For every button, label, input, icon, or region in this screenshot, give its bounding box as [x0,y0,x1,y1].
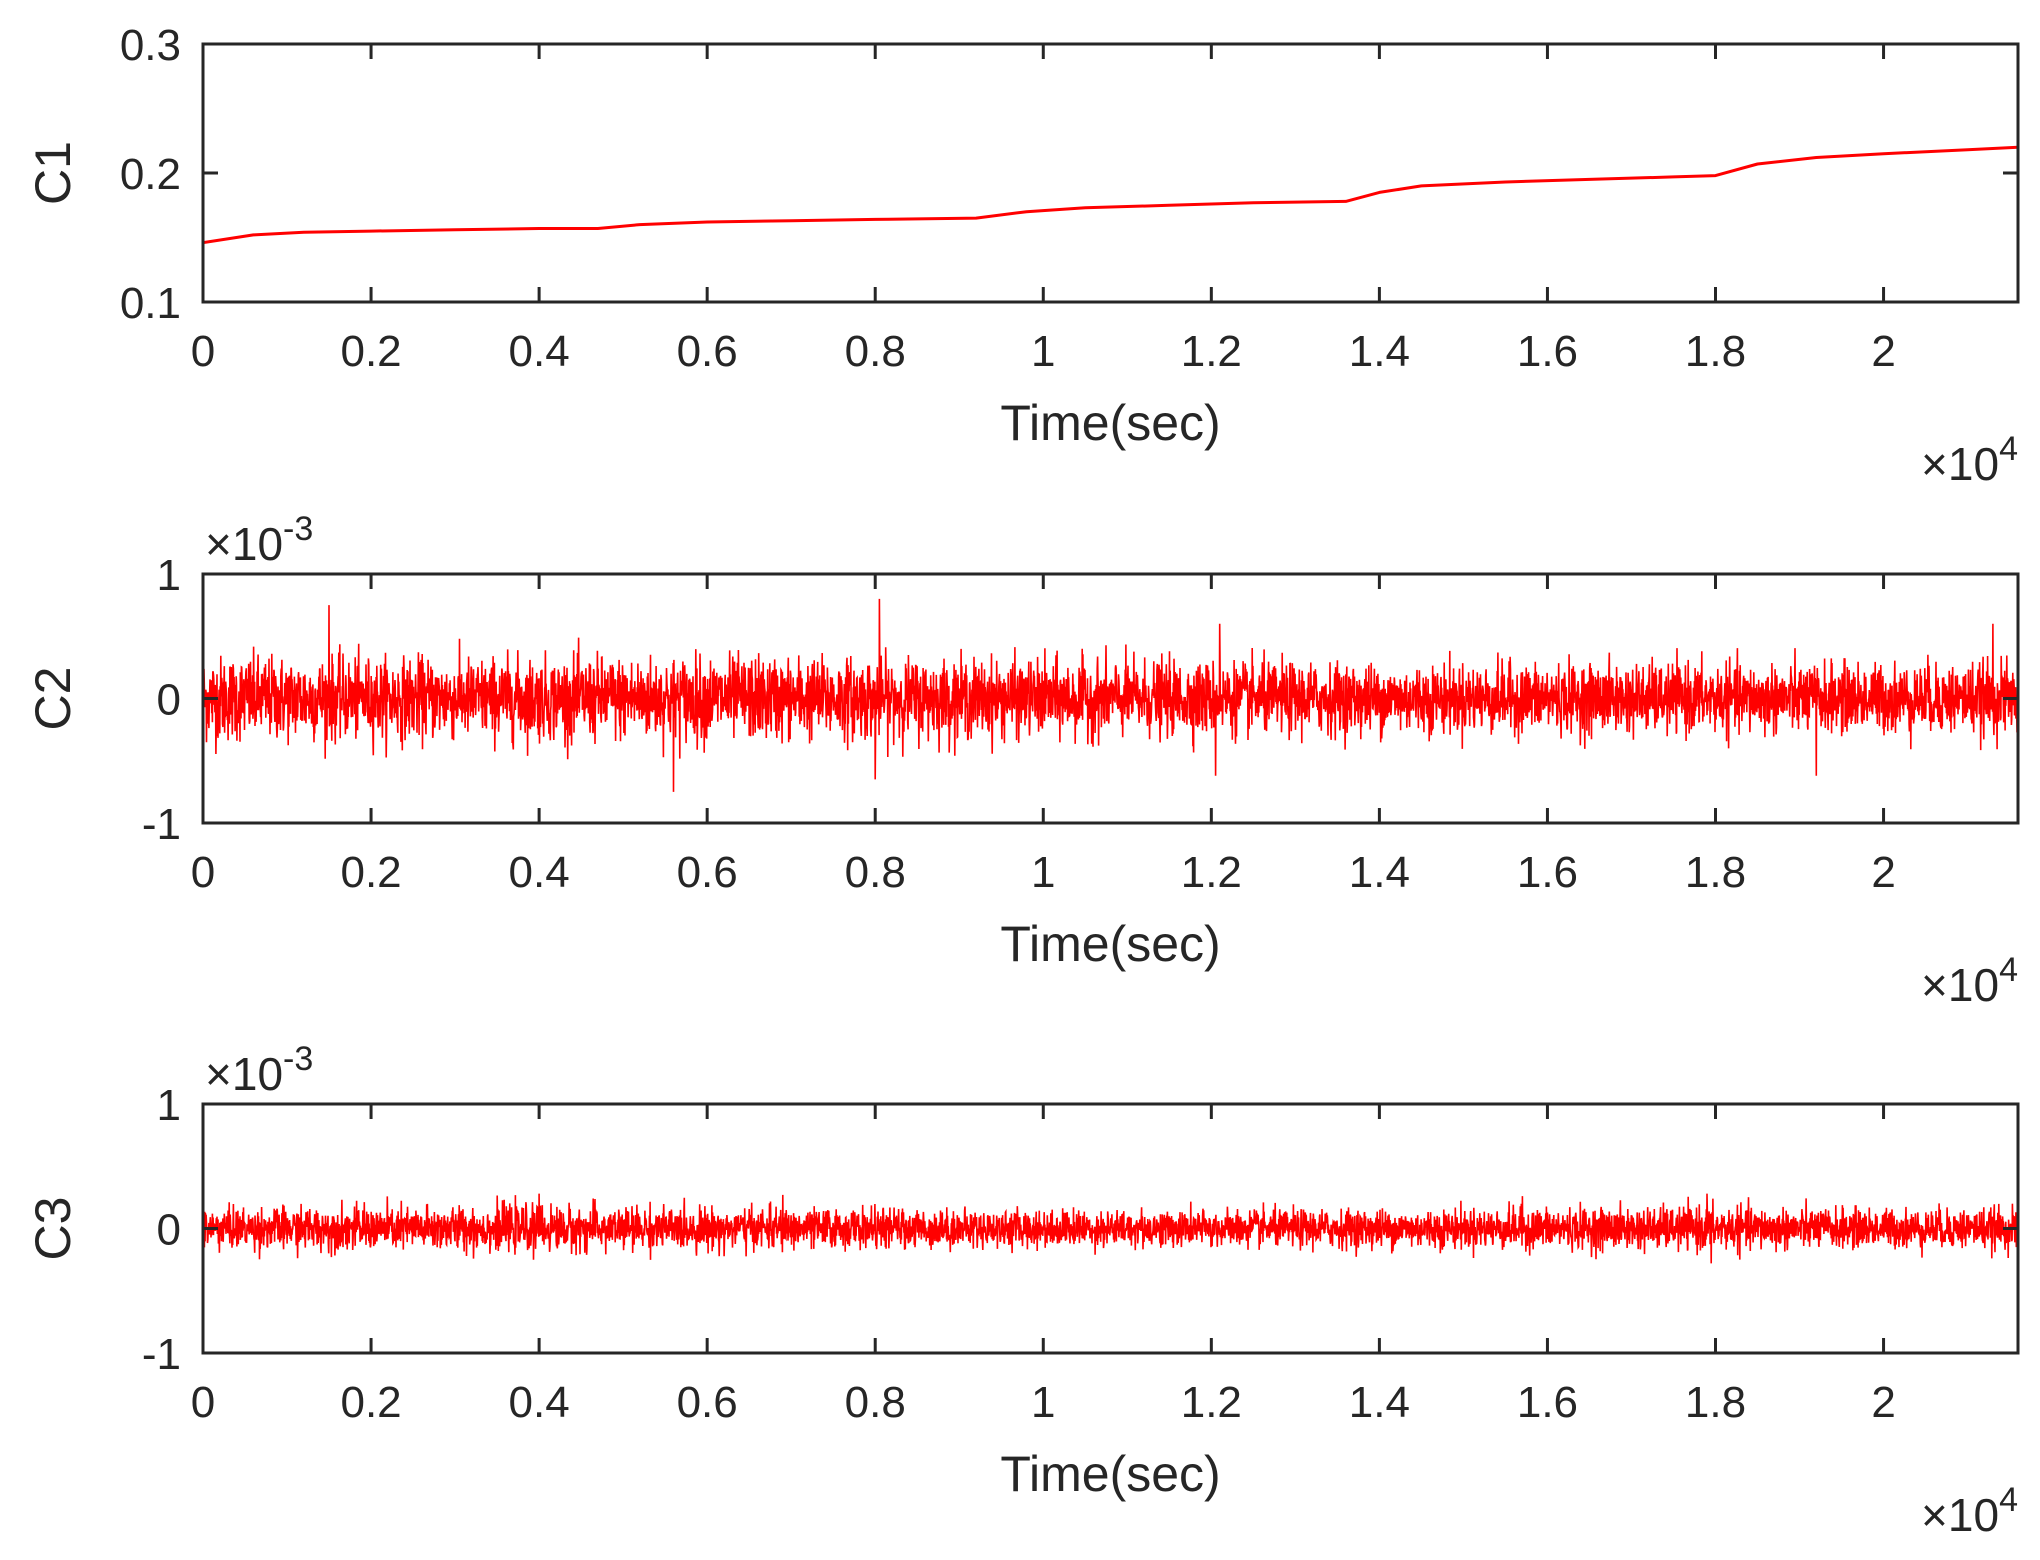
x-tick-label: 1.2 [1181,848,1242,897]
y-tick-label: 0 [157,676,181,725]
multiplier-base: ×10 [1921,959,1999,1011]
y-tick-label: 0.2 [120,150,181,199]
x-tick-label: 1.4 [1349,1378,1410,1427]
x-tick-label: 0.2 [340,1378,401,1427]
multiplier-exponent: 4 [1999,1481,2018,1519]
multiplier-base: ×10 [205,518,283,570]
x-tick-label: 1.8 [1685,848,1746,897]
x-tick-label: 0.6 [677,1378,738,1427]
x-tick-label: 0.8 [845,327,906,376]
y-axis-multiplier: ×10-3 [205,510,313,570]
x-tick-label: 1.6 [1517,1378,1578,1427]
x-tick-label: 1.4 [1349,848,1410,897]
x-tick-label: 1.4 [1349,327,1410,376]
x-axis-multiplier: ×104 [1921,430,2018,490]
x-axis-label: Time(sec) [1000,395,1220,451]
x-axis-label: Time(sec) [1000,1446,1220,1502]
x-tick-label: 1.6 [1517,848,1578,897]
x-tick-label: 2 [1871,1378,1895,1427]
x-axis-label: Time(sec) [1000,916,1220,972]
x-tick-label: 1 [1031,848,1055,897]
x-tick-label: 0.8 [845,1378,906,1427]
multiplier-base: ×10 [205,1048,283,1100]
x-tick-label: 0.4 [509,848,570,897]
data-layer [203,145,2018,245]
x-tick-label: 0.2 [340,327,401,376]
x-tick-label: 0 [191,1378,215,1427]
y-tick-label: 0 [157,1206,181,1255]
multiplier-base: ×10 [1921,438,1999,490]
multiplier-exponent: 4 [1999,430,2018,468]
y-axis-label: C1 [25,141,81,205]
noise-signal-line [203,1193,2018,1264]
subplot-c2: 0 0.2 0.4 0.6 0.8 1 1.2 1.4 1.6 1.8 2-101Time(sec)… [25,510,2020,1011]
x-axis-multiplier: ×104 [1921,951,2018,1011]
x-tick-label: 0 [191,327,215,376]
x-tick-label: 2 [1871,848,1895,897]
x-tick-label: 0.4 [509,1378,570,1427]
x-tick-label: 0 [191,848,215,897]
y-tick-label: 1 [157,551,181,600]
multiplier-exponent: -3 [283,1040,313,1078]
noise-signal-line [203,598,2018,792]
multiplier-exponent: -3 [283,510,313,548]
series-line-1 [203,145,2018,245]
x-tick-label: 1.2 [1181,327,1242,376]
multiplier-exponent: 4 [1999,951,2018,989]
x-tick-label: 0.2 [340,848,401,897]
y-tick-label: -1 [142,1330,181,1379]
x-tick-label: 0.6 [677,848,738,897]
x-tick-label: 1.8 [1685,327,1746,376]
y-axis-label: C3 [25,1197,81,1261]
subplot-c3: 0 0.2 0.4 0.6 0.8 1 1.2 1.4 1.6 1.8 2-101Time(sec)… [25,1040,2020,1541]
x-tick-label: 0.6 [677,327,738,376]
data-layer [203,1193,2018,1264]
x-tick-label: 0.4 [509,327,570,376]
x-axis-multiplier: ×104 [1921,1481,2018,1541]
y-axis-multiplier: ×10-3 [205,1040,313,1100]
y-tick-label: 0.1 [120,279,181,328]
multiplier-base: ×10 [1921,1489,1999,1541]
y-axis-label: C2 [25,667,81,731]
y-tick-label: 0.3 [120,21,181,70]
y-tick-label: 1 [157,1081,181,1130]
x-tick-label: 1.6 [1517,327,1578,376]
x-tick-label: 1.8 [1685,1378,1746,1427]
subplot-c1: 0 0.2 0.4 0.6 0.8 1 1.2 1.4 1.6 1.8 2 0.1 0.2 0.3 Time… [25,21,2020,490]
axes-frame [201,42,2020,304]
x-tick-label: 1.2 [1181,1378,1242,1427]
x-tick-label: 1 [1031,327,1055,376]
x-tick-label: 1 [1031,1378,1055,1427]
y-tick-label: -1 [142,800,181,849]
data-layer [203,598,2018,792]
x-tick-label: 0.8 [845,848,906,897]
x-tick-label: 2 [1871,327,1895,376]
